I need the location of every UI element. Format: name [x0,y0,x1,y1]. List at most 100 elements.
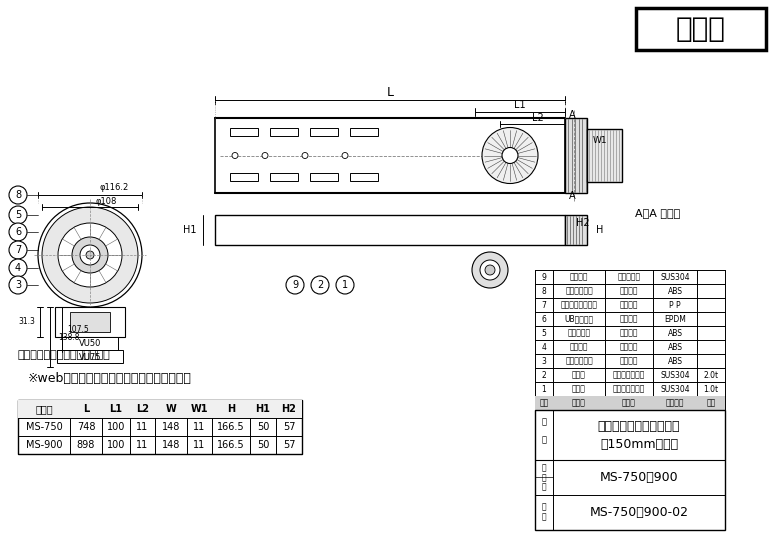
Text: H2: H2 [576,218,590,228]
Text: L: L [387,86,394,100]
Text: 50: 50 [257,440,269,450]
Bar [215,118,565,193]
Circle shape [86,251,94,259]
Text: 748: 748 [77,422,95,432]
Text: 部品名: 部品名 [572,398,586,408]
Text: 合成樹脂: 合成樹脂 [620,300,638,310]
Text: 浅型トラップ詳細図（２：１）: 浅型トラップ詳細図（２：１） [18,350,111,360]
Text: φ116.2: φ116.2 [100,183,129,192]
Text: P P: P P [669,300,681,310]
Bar [270,128,298,136]
Circle shape [262,152,268,158]
Text: 31.3: 31.3 [18,317,35,326]
Text: 898: 898 [77,440,95,450]
Text: A: A [569,110,576,120]
Circle shape [342,152,348,158]
Text: 備考: 備考 [706,398,715,408]
Text: UBパッキン: UBパッキン [565,315,594,324]
Text: 5: 5 [15,210,21,220]
Text: 6: 6 [541,315,547,324]
Bar [587,129,622,182]
Text: 5: 5 [541,329,547,337]
Text: VU50: VU50 [79,338,102,347]
Text: H2: H2 [282,404,297,414]
Text: 品　番: 品 番 [35,404,53,414]
Text: 100: 100 [107,422,125,432]
Text: 参考図: 参考図 [676,15,726,43]
Text: SUS304: SUS304 [660,384,690,393]
Text: 9: 9 [541,273,547,281]
Text: 4: 4 [541,342,547,351]
Circle shape [9,186,27,204]
Text: 57: 57 [283,440,295,450]
Bar [310,173,338,181]
Text: 合成樹脂: 合成樹脂 [620,342,638,351]
Text: A－A 断面図: A－A 断面図 [635,208,680,218]
Text: MS-750・900: MS-750・900 [600,471,679,484]
Text: 2: 2 [317,280,323,290]
Text: H1: H1 [184,225,197,235]
Text: 品: 品 [541,418,547,427]
Text: W1: W1 [593,136,608,145]
Text: 3: 3 [541,357,547,366]
Text: 11: 11 [194,422,205,432]
Text: L2: L2 [532,113,544,123]
Circle shape [336,276,354,294]
Bar [565,118,587,193]
Bar [70,312,110,332]
Bar [270,173,298,181]
Text: 図: 図 [542,502,547,511]
Circle shape [9,241,27,259]
Bar [310,128,338,136]
Text: 2: 2 [542,371,547,379]
Text: 材質記号: 材質記号 [665,398,684,408]
Bar [230,128,258,136]
Text: 防具キャップ: 防具キャップ [565,286,593,295]
Text: 1: 1 [342,280,348,290]
Text: ステンレス: ステンレス [618,273,640,281]
Text: 8: 8 [542,286,547,295]
Circle shape [480,260,500,280]
Text: W1: W1 [191,404,209,414]
Text: 9: 9 [292,280,298,290]
Circle shape [286,276,304,294]
Text: ※web図面の為、等縮尺ではございません。: ※web図面の為、等縮尺ではございません。 [28,372,192,385]
Circle shape [232,152,238,158]
Text: 名: 名 [541,435,547,444]
Text: 50: 50 [257,422,269,432]
Circle shape [72,237,108,273]
Text: 品: 品 [542,464,547,473]
Text: フ　タ: フ タ [572,371,586,379]
Circle shape [472,252,508,288]
Circle shape [485,265,495,275]
Text: L1: L1 [109,404,123,414]
Text: 合成樹脂: 合成樹脂 [620,329,638,337]
Text: 138.8: 138.8 [58,332,80,341]
Text: ABS: ABS [668,286,683,295]
Text: A: A [569,191,576,201]
Circle shape [58,223,122,287]
Text: トラップ付排水ユニット: トラップ付排水ユニット [597,419,680,433]
Text: MS-900: MS-900 [26,440,62,450]
Text: 本　体: 本 体 [572,384,586,393]
Text: SUS304: SUS304 [660,371,690,379]
Text: ABS: ABS [668,342,683,351]
Text: 4: 4 [15,263,21,273]
Bar [55,307,125,337]
Bar [18,400,302,418]
Bar [535,396,725,410]
Text: 57: 57 [283,422,295,432]
Text: 11: 11 [137,422,148,432]
Text: 8: 8 [15,190,21,200]
Text: 7: 7 [541,300,547,310]
Text: MS-750・900-02: MS-750・900-02 [590,506,689,519]
Bar [565,215,587,245]
Circle shape [9,276,27,294]
Circle shape [42,207,138,303]
Text: L: L [83,404,89,414]
Text: H: H [227,404,235,414]
Text: 11: 11 [194,440,205,450]
Text: 2.0t: 2.0t [704,371,719,379]
Text: ステンレス鋼板: ステンレス鋼板 [613,371,645,379]
Text: L2: L2 [136,404,149,414]
